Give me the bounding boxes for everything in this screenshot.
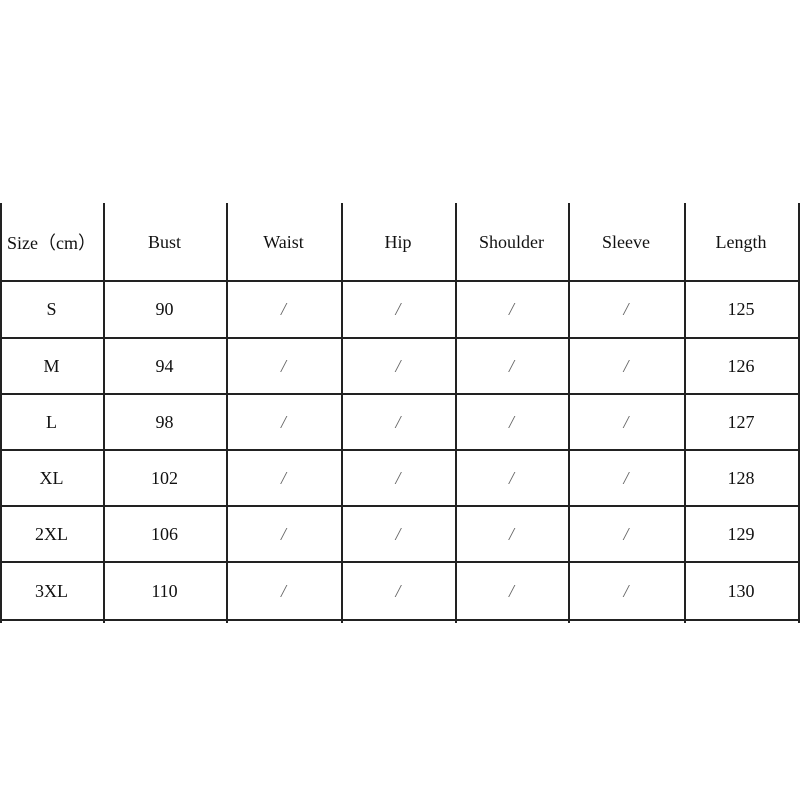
table-column-divider [684,203,686,623]
table-cell: 102 [151,467,178,488]
table-cell: / [508,580,514,601]
table-cell: / [395,467,401,488]
table-cell: / [623,467,629,488]
table-row-divider [0,337,800,339]
table-cell: L [46,411,57,432]
table-cell: S [46,299,57,319]
table-cell: / [280,467,286,488]
table-cell: 94 [155,355,174,376]
table-cell: / [280,523,286,544]
table-header-cell: Sleeve [602,231,650,252]
table-cell: 98 [155,411,174,432]
table-cell: 127 [727,411,755,432]
table-cell: / [623,523,629,544]
table-column-divider [798,203,800,623]
table-row-divider [0,561,800,563]
table-row-divider [0,280,800,282]
table-cell: / [395,523,401,544]
table-cell: 110 [151,580,178,601]
table-header-cell: Size（cm） [7,233,96,253]
table-cell: / [623,299,629,319]
table-cell: / [623,355,629,376]
table-cell: M [43,355,60,376]
table-cell: / [508,411,514,432]
table-cell: / [280,411,286,432]
table-cell: 106 [151,523,178,544]
table-header-cell: Hip [384,231,412,252]
table-row-divider [0,619,800,621]
table-cell: / [623,580,629,601]
table-cell: / [395,580,401,601]
table-cell: / [280,299,286,319]
table-row-divider [0,449,800,451]
table-cell: 125 [727,299,755,319]
table-cell: 130 [727,580,755,601]
table-cell: 90 [155,299,174,319]
table-column-divider [226,203,228,623]
table-column-divider [103,203,105,623]
table-column-divider [0,203,2,623]
table-cell: / [508,355,514,376]
table-column-divider [568,203,570,623]
table-row-divider [0,393,800,395]
table-cell: 126 [727,355,755,376]
table-cell: 128 [727,467,755,488]
table-cell: 129 [727,523,755,544]
table-cell: XL [39,467,64,488]
table-header-cell: Bust [147,231,181,252]
table-cell: / [280,580,286,601]
table-header-cell: Length [715,231,767,252]
table-cell: 2XL [35,523,68,544]
table-column-divider [455,203,457,623]
table-cell: / [508,523,514,544]
table-column-divider [341,203,343,623]
table-cell: / [280,355,286,376]
table-cell: 3XL [35,580,68,601]
table-cell: / [395,299,401,319]
table-header-cell: Waist [263,231,304,252]
table-cell: / [623,411,629,432]
table-cell: / [395,355,401,376]
table-row-divider [0,505,800,507]
table-header-cell: Shoulder [479,231,544,252]
table-cell: / [395,411,401,432]
table-cell: / [508,299,514,319]
table-cell: / [508,467,514,488]
